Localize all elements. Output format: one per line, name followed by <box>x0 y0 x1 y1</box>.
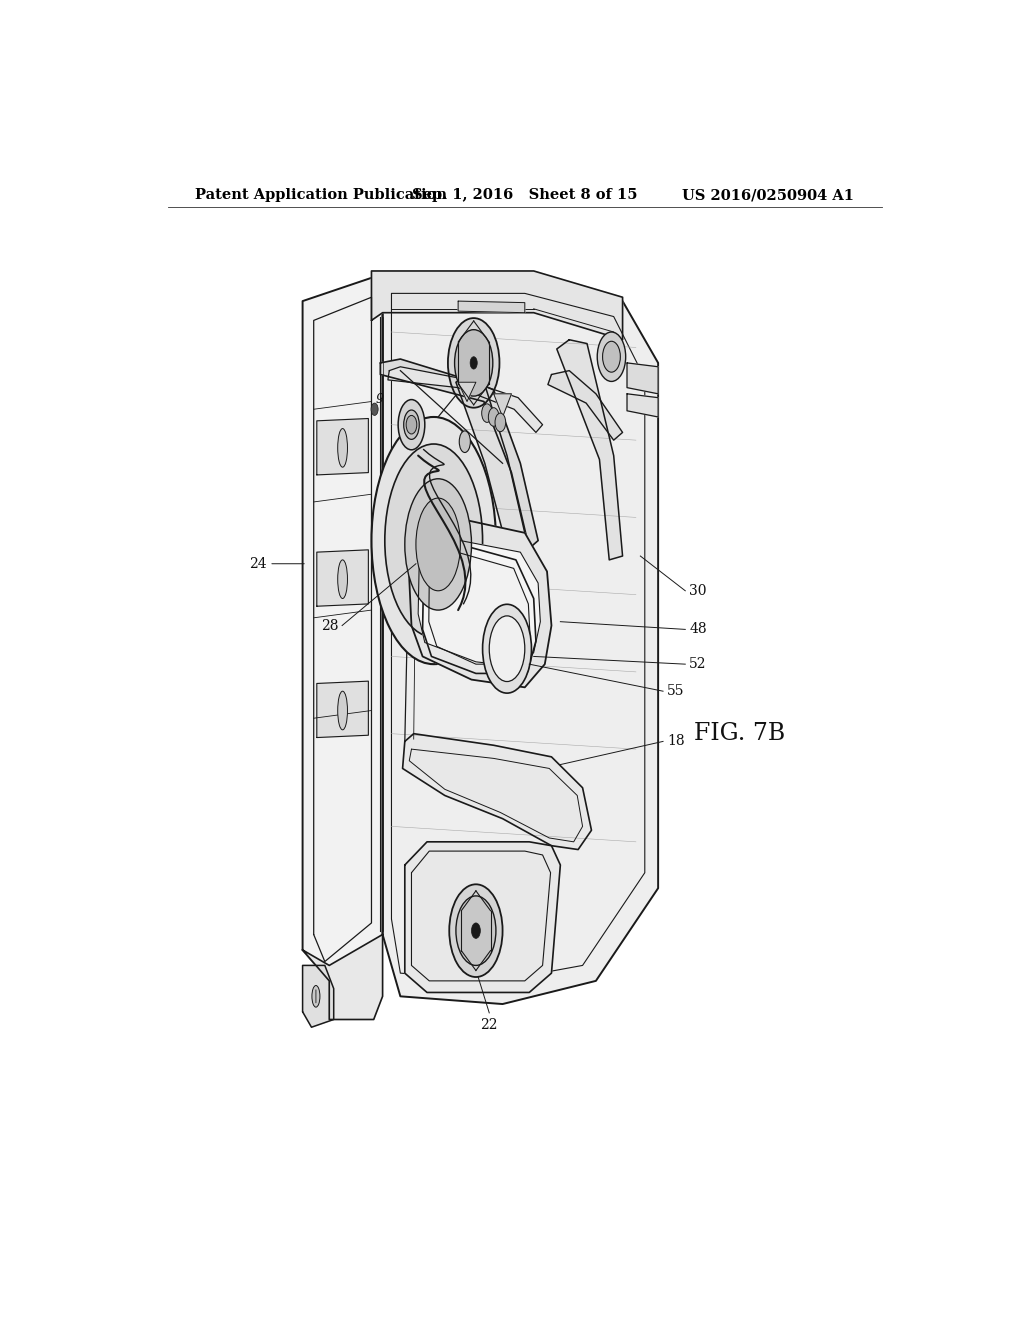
Polygon shape <box>383 275 658 1005</box>
Polygon shape <box>388 367 543 433</box>
Ellipse shape <box>372 417 496 664</box>
Text: US 2016/0250904 A1: US 2016/0250904 A1 <box>682 189 854 202</box>
Text: 52: 52 <box>689 657 707 671</box>
Text: Patent Application Publication: Patent Application Publication <box>196 189 447 202</box>
Ellipse shape <box>450 884 503 977</box>
Polygon shape <box>372 271 623 339</box>
Text: 24: 24 <box>249 557 267 570</box>
Ellipse shape <box>459 430 470 453</box>
Ellipse shape <box>447 318 500 408</box>
Polygon shape <box>458 301 524 313</box>
Polygon shape <box>548 371 623 440</box>
Ellipse shape <box>456 896 496 965</box>
Ellipse shape <box>338 429 347 467</box>
Ellipse shape <box>481 404 493 422</box>
Polygon shape <box>303 275 383 981</box>
Ellipse shape <box>416 498 461 591</box>
Ellipse shape <box>597 333 626 381</box>
Polygon shape <box>380 359 539 548</box>
Polygon shape <box>557 339 623 560</box>
Polygon shape <box>402 734 592 850</box>
Polygon shape <box>429 546 530 664</box>
Ellipse shape <box>455 330 493 396</box>
Polygon shape <box>423 537 536 673</box>
Polygon shape <box>494 393 511 417</box>
Text: 28: 28 <box>321 619 338 632</box>
Ellipse shape <box>312 986 319 1007</box>
Polygon shape <box>456 371 534 602</box>
Text: FIG. 7B: FIG. 7B <box>693 722 785 746</box>
Ellipse shape <box>407 416 417 434</box>
Polygon shape <box>404 842 560 993</box>
Ellipse shape <box>495 413 506 432</box>
Ellipse shape <box>403 411 419 440</box>
Polygon shape <box>316 418 369 475</box>
Polygon shape <box>316 550 369 606</box>
Ellipse shape <box>470 356 477 370</box>
Ellipse shape <box>398 400 425 450</box>
Text: Sep. 1, 2016   Sheet 8 of 15: Sep. 1, 2016 Sheet 8 of 15 <box>412 189 638 202</box>
Polygon shape <box>303 965 334 1027</box>
Text: 18: 18 <box>667 734 685 748</box>
Ellipse shape <box>338 692 347 730</box>
Polygon shape <box>627 393 658 417</box>
Ellipse shape <box>488 408 499 426</box>
Polygon shape <box>303 935 383 1019</box>
Ellipse shape <box>371 403 378 416</box>
Ellipse shape <box>404 479 471 610</box>
Text: 9: 9 <box>376 393 384 407</box>
Text: 55: 55 <box>667 684 684 698</box>
Text: 30: 30 <box>689 583 707 598</box>
Ellipse shape <box>489 616 525 681</box>
Polygon shape <box>458 383 476 401</box>
Text: 48: 48 <box>689 623 707 636</box>
Polygon shape <box>410 510 552 688</box>
Ellipse shape <box>482 605 531 693</box>
Ellipse shape <box>471 923 480 939</box>
Polygon shape <box>627 363 658 393</box>
Text: 22: 22 <box>480 1018 498 1032</box>
Ellipse shape <box>338 560 347 598</box>
Polygon shape <box>316 681 369 738</box>
Ellipse shape <box>602 342 621 372</box>
Ellipse shape <box>385 444 482 638</box>
Polygon shape <box>418 533 541 667</box>
